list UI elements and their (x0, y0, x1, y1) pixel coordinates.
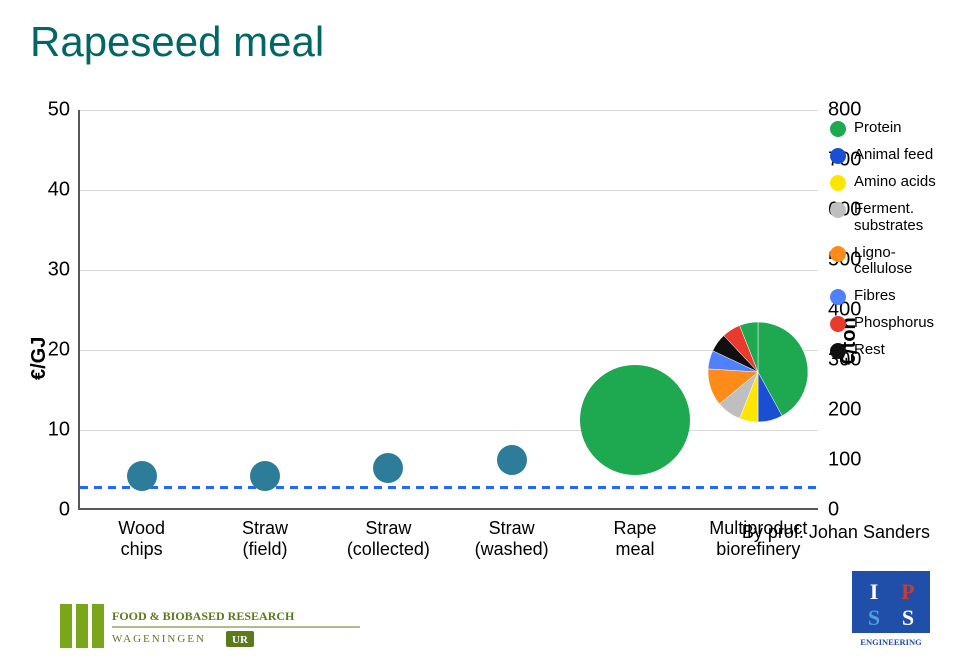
y-tick-left: 30 (10, 259, 70, 282)
legend-label: Phosphorus (854, 315, 934, 332)
legend-item: Animal feed (830, 147, 942, 164)
legend-swatch (830, 316, 846, 332)
grid-line (80, 350, 818, 351)
data-bubble (250, 461, 280, 491)
x-tick-label: Straw(collected) (347, 518, 430, 559)
y-tick-left: 50 (10, 99, 70, 122)
data-bubble (708, 322, 808, 422)
svg-text:S: S (868, 605, 880, 630)
legend: Protein Animal feed Amino acids Ferment. su… (830, 120, 942, 369)
legend-swatch (830, 121, 846, 137)
logo-text: FOOD & BIOBASED RESEARCH (112, 609, 295, 623)
legend-item: Phosphorus (830, 315, 942, 332)
x-tick-label: Rapemeal (613, 518, 656, 559)
legend-label: Animal feed (854, 147, 933, 164)
x-tick-label: Straw(field) (242, 518, 288, 559)
chart-title: Rapeseed meal (30, 18, 324, 66)
legend-label: Amino acids (854, 174, 936, 191)
legend-label: Fibres (854, 288, 896, 305)
logo-food-biobased: FOOD & BIOBASED RESEARCH WAGENINGEN UR (60, 604, 360, 649)
legend-item: Amino acids (830, 174, 942, 191)
grid-line (80, 190, 818, 191)
legend-item: Rest (830, 342, 942, 359)
y-tick-left: 10 (10, 419, 70, 442)
grid-line (80, 270, 818, 271)
y-tick-right: 200 (828, 399, 888, 422)
data-bubble (580, 365, 690, 475)
legend-item: Protein (830, 120, 942, 137)
svg-text:I: I (870, 579, 879, 604)
plot-area: 010203040500100200300400500600700800Wood… (78, 110, 818, 510)
data-bubble (373, 453, 403, 483)
svg-text:WAGENINGEN: WAGENINGEN (112, 633, 206, 645)
y-tick-left: 20 (10, 339, 70, 362)
grid-line (80, 110, 818, 111)
legend-swatch (830, 343, 846, 359)
credit-label: By prof. Johan Sanders (742, 522, 930, 543)
legend-label: Protein (854, 120, 902, 137)
legend-swatch (830, 289, 846, 305)
svg-text:ENGINEERING: ENGINEERING (860, 637, 922, 647)
legend-swatch (830, 246, 846, 262)
legend-item: Ligno-cellulose (830, 245, 942, 279)
grid-line (80, 430, 818, 431)
legend-label: Ferment. substrates (854, 201, 942, 235)
legend-item: Ferment. substrates (830, 201, 942, 235)
legend-swatch (830, 148, 846, 164)
svg-text:S: S (902, 605, 914, 630)
logo-ipss: I P S S ENGINEERING (852, 571, 930, 649)
x-tick-label: Woodchips (118, 518, 165, 559)
y-tick-right: 0 (828, 499, 888, 522)
data-bubble (127, 461, 157, 491)
legend-label: Rest (854, 342, 885, 359)
legend-swatch (830, 175, 846, 191)
y-tick-left: 0 (10, 499, 70, 522)
svg-text:P: P (901, 579, 914, 604)
x-tick-label: Straw(washed) (475, 518, 549, 559)
data-bubble (497, 445, 527, 475)
legend-swatch (830, 202, 846, 218)
y-tick-right: 100 (828, 449, 888, 472)
chart: 010203040500100200300400500600700800Wood… (78, 110, 818, 570)
legend-item: Fibres (830, 288, 942, 305)
svg-text:UR: UR (232, 634, 249, 646)
y-tick-left: 40 (10, 179, 70, 202)
legend-label: Ligno-cellulose (854, 245, 942, 279)
